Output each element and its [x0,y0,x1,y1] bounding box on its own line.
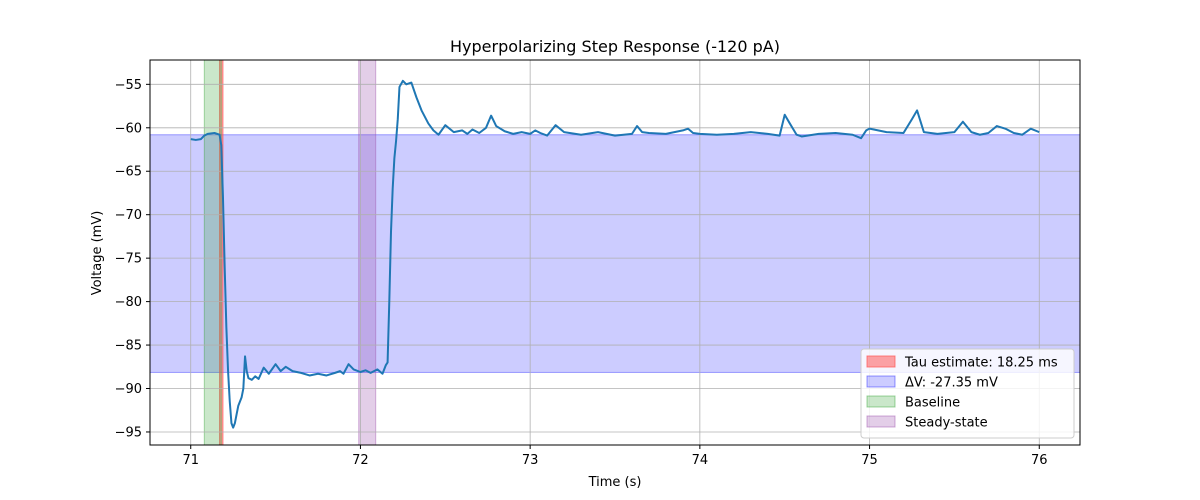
y-tick-label: −85 [115,339,142,354]
y-axis-label: Voltage (mV) [90,211,105,296]
shaded-region-horizontal-0 [150,134,1080,373]
legend-swatch [866,355,896,368]
legend-label: Tau estimate: 18.25 ms [904,356,1058,371]
y-tick-label: −55 [115,78,142,93]
legend: Tau estimate: 18.25 ms ΔV: -27.35 mV Basel… [860,348,1075,439]
legend-swatch [866,415,896,428]
x-tick-label: 72 [352,453,369,468]
legend-swatch [866,375,896,388]
shaded-region-vertical-3 [358,60,377,445]
chart-title: Hyperpolarizing Step Response (-120 pA) [450,37,780,56]
legend-swatch [866,395,896,408]
y-tick-label: −90 [115,382,142,397]
x-tick-label: 76 [1031,453,1048,468]
shaded-region-vertical-1 [219,60,224,445]
y-tick-label: −95 [115,425,142,440]
y-tick-label: −75 [115,252,142,267]
legend-label: ΔV: -27.35 mV [905,376,998,391]
legend-box [860,348,1075,439]
y-tick-label: −80 [115,295,142,310]
y-tick-label: −65 [115,165,142,180]
voltage-trace-line [190,79,1040,429]
y-tick-label: −60 [115,121,142,136]
x-tick-label: 75 [861,453,878,468]
x-tick-label: 73 [522,453,539,468]
x-axis-label: Time (s) [588,475,642,490]
x-tick-label: 74 [692,453,709,468]
shaded-region-vertical-2 [203,60,222,445]
axes-frame [149,59,1081,446]
x-tick-label: 71 [182,453,199,468]
y-tick-label: −70 [115,208,142,223]
legend-label: Baseline [905,396,960,411]
plot-area: 71 72 73 74 75 76 −95 −90 −85 −80 −75 −70 −65 −60 −55 [115,59,1081,468]
legend-label: Steady-state [905,416,988,431]
